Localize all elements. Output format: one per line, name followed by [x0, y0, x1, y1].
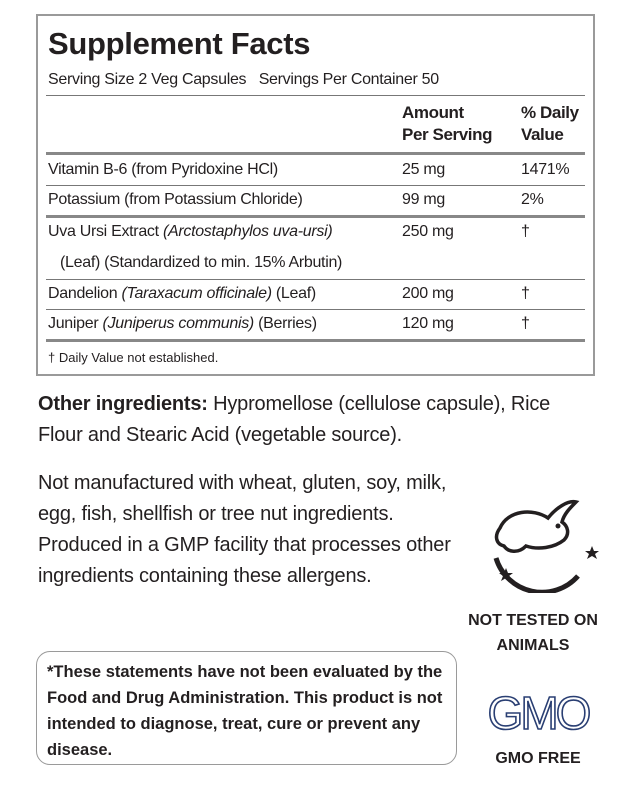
servings-per-container: Servings Per Container 50 — [258, 71, 439, 88]
header-line: Value — [521, 125, 564, 144]
nutrient-name: Vitamin B-6 (from Pyridoxine HCl) — [48, 161, 278, 179]
serving-info: Serving Size 2 Veg Capsules Servings Per… — [48, 71, 439, 89]
name-part: Potassium (from Potassium Chloride) — [48, 191, 303, 208]
rule — [46, 215, 585, 218]
rule — [46, 309, 585, 310]
star — [499, 568, 513, 581]
rule — [46, 339, 585, 342]
nutrient-name: Uva Ursi Extract (Arctostaphylos uva-urs… — [48, 223, 333, 241]
star — [585, 546, 599, 559]
gmo-logo-text: GMO — [488, 687, 590, 739]
rule — [46, 185, 585, 186]
amount: 250 mg — [402, 223, 454, 240]
other-label: Other ingredients: — [38, 393, 208, 415]
rule — [46, 279, 585, 280]
name-part: (Arctostaphylos uva-ursi) — [162, 223, 333, 240]
nutrient-name: Juniper (Juniperus communis) (Berries) — [48, 315, 317, 333]
amount: 120 mg — [402, 315, 454, 332]
daily-value: † — [521, 285, 530, 302]
daily-value: † — [521, 315, 530, 332]
daily-value: 2% — [521, 191, 544, 208]
swoosh — [493, 557, 580, 593]
disclaimer-box: *These statements have not been evaluate… — [36, 651, 457, 765]
nutrient-name: Potassium (from Potassium Chloride) — [48, 191, 303, 209]
amount-header: Amount Per Serving — [402, 102, 492, 146]
header-line: % Daily — [521, 103, 579, 122]
name-part: (Taraxacum officinale) — [121, 285, 273, 302]
name-part: (Leaf) — [275, 285, 316, 302]
nutrient-name: Dandelion (Taraxacum officinale) (Leaf) — [48, 285, 316, 303]
amount: 25 mg — [402, 161, 445, 178]
amount: 99 mg — [402, 191, 445, 208]
serving-size: Serving Size 2 Veg Capsules — [48, 71, 247, 88]
title: Supplement Facts — [48, 26, 311, 61]
dv-header: % Daily Value — [521, 102, 579, 146]
eye — [555, 523, 561, 529]
daily-value: 1471% — [521, 161, 570, 178]
nutrient-name-cont: (Leaf) (Standardized to min. 15% Arbutin… — [60, 254, 343, 271]
rule — [46, 95, 585, 96]
amount: 200 mg — [402, 285, 454, 302]
other-ingredients: Other ingredients: Hypromellose (cellulo… — [38, 389, 598, 451]
name-part: (Juniperus communis) — [102, 315, 255, 332]
header-line: Per Serving — [402, 125, 493, 144]
name-part: Vitamin B-6 (from Pyridoxine HCl) — [48, 161, 278, 178]
name-part: Uva Ursi Extract — [48, 223, 159, 240]
footnote: † Daily Value not established. — [48, 350, 219, 365]
name-part: Juniper — [48, 315, 99, 332]
not-tested-label: NOT TESTED ON ANIMALS — [468, 612, 598, 654]
other-text: Hypromellose (cellulose capsule), Rice F… — [38, 393, 551, 446]
allergen-statement: Not manufactured with wheat, gluten, soy… — [38, 472, 451, 587]
supplement-facts-panel: Supplement Facts Serving Size 2 Veg Caps… — [36, 14, 595, 376]
bunny — [494, 499, 580, 553]
name-part: (Berries) — [258, 315, 317, 332]
name-part: Dandelion — [48, 285, 118, 302]
daily-value: † — [521, 223, 530, 240]
bunny-logo — [493, 499, 599, 593]
header-line: Amount — [402, 103, 464, 122]
rule — [46, 152, 585, 155]
gmo-logo: GMO — [487, 686, 594, 740]
gmo-free-label: GMO FREE — [495, 750, 581, 767]
